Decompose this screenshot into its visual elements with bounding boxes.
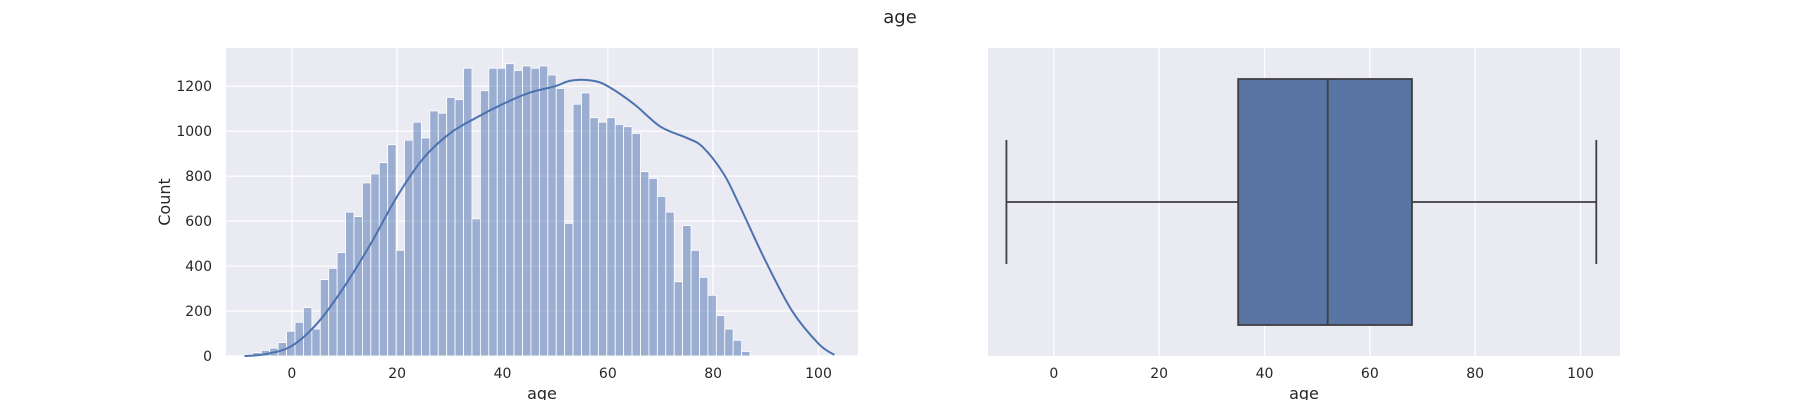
histogram-bar [311,328,321,357]
boxplot-x-axis-label: age [1289,384,1319,400]
histogram-bar [538,65,549,357]
histogram-y-tick-label: 400 [185,259,212,275]
histogram-bar [614,124,625,357]
histogram-bar [420,137,431,357]
histogram-x-axis-label: age [527,384,557,400]
histogram-bar [353,216,363,357]
histogram-bar [606,117,616,357]
histogram-bar [732,339,743,357]
histogram-bar [665,211,675,357]
boxplot-x-tick-label: 60 [1361,366,1379,382]
boxplot-chart: 0 20 40 60 80 100 age [988,48,1620,400]
boxplot-x-tick-label: 0 [1049,366,1058,382]
histogram-bar [699,276,709,357]
histogram-y-tick-labels: 0 200 400 600 800 1000 1200 [176,79,212,365]
histogram-chart: 0 20 40 60 80 100 0 200 400 600 800 1000 1200 age C… [155,48,858,400]
histogram-y-tick-label: 600 [185,214,212,230]
histogram-bar [631,133,641,357]
histogram-bar [454,99,464,357]
histogram-y-axis-label: Count [155,178,174,226]
histogram-bar [555,88,566,357]
histogram-bar [581,92,591,357]
boxplot-marks [1005,78,1598,326]
histogram-bar [530,67,540,357]
boxplot-x-tick-label: 20 [1150,366,1168,382]
histogram-y-tick-label: 800 [185,169,212,185]
histogram-y-tick-label: 200 [185,304,212,320]
histogram-x-tick-labels: 0 20 40 60 80 100 [287,366,831,382]
histogram-bar [522,65,532,357]
histogram-bar [724,328,734,357]
histogram-bar [741,351,751,357]
histogram-y-tick-label: 1000 [176,124,212,140]
histogram-bar [690,249,700,357]
histogram-bar [589,117,599,357]
histogram-x-tick-label: 40 [494,366,512,382]
histogram-bar [471,218,481,357]
boxplot-x-tick-label: 40 [1256,366,1274,382]
histogram-x-tick-label: 80 [704,366,722,382]
histogram-bar [597,121,608,357]
histogram-bar [463,67,473,357]
figure-suptitle: age [883,7,917,28]
histogram-x-tick-label: 100 [805,366,832,382]
histogram-bar [328,267,338,357]
histogram-y-tick-label: 0 [203,349,212,365]
histogram-bar [513,70,523,357]
histogram-bar [395,249,405,357]
histogram-bar [673,281,684,357]
histogram-bar [505,63,515,357]
histogram-bar [378,162,389,357]
histogram-bar [656,195,667,357]
histogram-x-tick-label: 60 [599,366,617,382]
boxplot-x-tick-labels: 0 20 40 60 80 100 [1049,366,1593,382]
boxplot-x-tick-label: 100 [1567,366,1594,382]
histogram-bar [623,126,633,357]
histogram-bar [572,103,582,357]
histogram-bar [370,173,380,357]
interquartile-box [1237,78,1413,326]
kde-curve [244,78,835,357]
histogram-bar [682,225,692,357]
histogram-bar [479,90,490,357]
histogram-bar [648,177,658,357]
histogram-x-tick-label: 0 [287,366,296,382]
histogram-y-tick-label: 1200 [176,79,212,95]
histogram-bar [715,315,726,357]
histogram-bar [362,182,372,357]
histogram-bar [387,144,397,357]
histogram-bar [564,222,574,357]
histogram-bar [437,112,448,357]
histogram-bar [707,294,717,357]
boxplot-x-tick-label: 80 [1466,366,1484,382]
histogram-x-tick-label: 20 [388,366,406,382]
histogram-bar [446,97,456,357]
histogram-bar [336,252,346,357]
histogram-bar [412,121,422,357]
histogram-bar [547,74,557,357]
histogram-bar [640,171,650,357]
histogram-bar [496,67,507,357]
